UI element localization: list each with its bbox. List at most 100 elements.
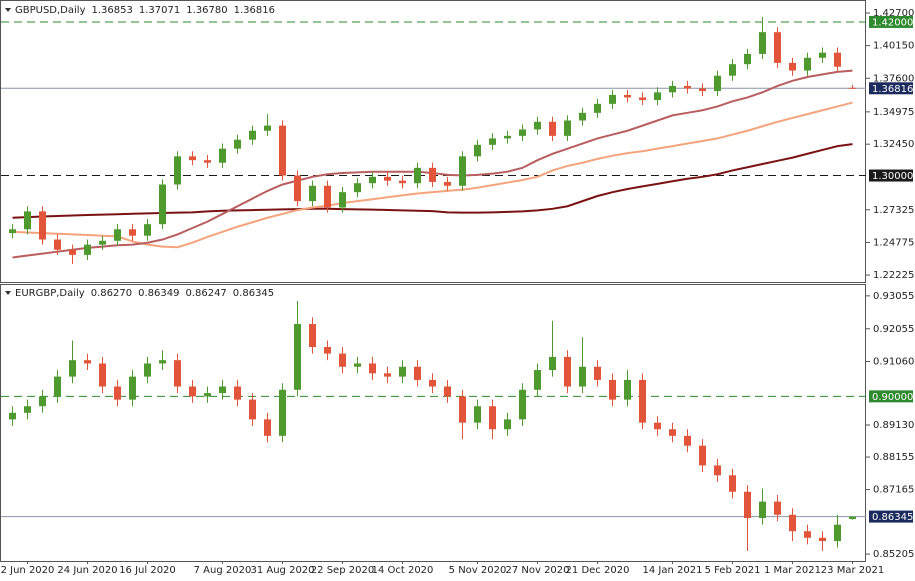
x-tick-label: 1 Mar 2021 xyxy=(764,565,821,576)
candle-body xyxy=(24,406,31,413)
x-tick-label: 31 Aug 2020 xyxy=(250,565,314,576)
candle-body xyxy=(339,353,346,367)
candle-body xyxy=(564,120,571,136)
candle-body xyxy=(54,239,61,250)
candle-body xyxy=(774,32,781,63)
candle-body xyxy=(474,406,481,423)
y-tick-label: 0.91060 xyxy=(873,356,914,367)
candle-body xyxy=(609,94,616,104)
ohlc-value: 0.86247 xyxy=(185,288,226,299)
candle-body xyxy=(99,363,106,387)
price-label-box xyxy=(869,390,913,403)
candle-body xyxy=(789,514,796,532)
candle-body xyxy=(669,429,676,436)
y-tick-label: 1.32450 xyxy=(873,139,914,150)
candle-body xyxy=(504,419,511,430)
candle-body xyxy=(579,112,586,121)
y-tick-label: 0.85205 xyxy=(873,549,914,560)
candle-body xyxy=(639,379,646,423)
candle-body xyxy=(159,184,166,225)
ohlc-value: 0.86345 xyxy=(233,288,274,299)
symbol: GBPUSD,Daily xyxy=(15,5,86,16)
candle-body xyxy=(819,52,826,58)
candle-body xyxy=(504,135,511,139)
candle-body xyxy=(549,356,556,371)
x-tick-label: 2 Jun 2020 xyxy=(1,565,55,576)
candle-body xyxy=(39,396,46,407)
price-label-box xyxy=(869,510,913,523)
candle-body xyxy=(729,64,736,76)
x-tick-label: 21 Dec 2020 xyxy=(566,565,630,576)
candle-body xyxy=(834,524,841,542)
candle-body xyxy=(759,32,766,54)
x-tick-label: 23 Mar 2021 xyxy=(821,565,884,576)
y-tick-label: 0.87165 xyxy=(873,485,914,496)
candle-body xyxy=(249,130,256,140)
candle-body xyxy=(534,121,541,130)
candle-body xyxy=(339,192,346,208)
candle-body xyxy=(384,373,391,377)
candle-body xyxy=(84,244,91,255)
collapse-icon xyxy=(5,8,11,12)
ohlc-value: 0.86349 xyxy=(138,288,179,299)
candle-body xyxy=(204,393,211,397)
candle-body xyxy=(354,363,361,367)
candle-body xyxy=(249,399,256,420)
candle-body xyxy=(39,211,46,240)
moving-average xyxy=(12,143,853,219)
candle-body xyxy=(654,422,661,430)
x-tick-label: 7 Aug 2020 xyxy=(194,565,252,576)
y-tick-label: 1.27325 xyxy=(873,205,914,216)
candle-body xyxy=(819,537,826,542)
price-label: 1.36816 xyxy=(872,84,913,95)
x-tick-label: 22 Sep 2020 xyxy=(311,565,374,576)
x-tick-label: 14 Jan 2021 xyxy=(643,565,703,576)
price-label-box xyxy=(869,15,913,28)
candle-body xyxy=(429,379,436,387)
price-label: 1.30000 xyxy=(872,171,913,182)
ohlc-value: 0.86270 xyxy=(91,288,132,299)
y-tick-label: 0.92055 xyxy=(873,324,914,335)
candle-body xyxy=(519,129,526,136)
candle-body xyxy=(579,366,586,387)
candle-body xyxy=(849,87,856,89)
candle-body xyxy=(219,148,226,163)
candle-body xyxy=(174,360,181,387)
ohlc-value: 1.36853 xyxy=(92,5,133,16)
candle-body xyxy=(219,386,226,394)
candle-body xyxy=(324,347,331,354)
candle-body xyxy=(789,62,796,71)
candle-body xyxy=(54,376,61,397)
candle-body xyxy=(309,185,316,202)
price-label: 0.90000 xyxy=(872,392,913,403)
price-label: 1.42000 xyxy=(872,17,913,28)
candle-body xyxy=(564,356,571,387)
candle-body xyxy=(69,360,76,377)
candle-body xyxy=(459,396,466,423)
candle-body xyxy=(444,181,451,186)
candle-body xyxy=(294,175,301,202)
candle-body xyxy=(264,419,271,436)
candle-body xyxy=(849,516,856,520)
y-tick-label: 1.24775 xyxy=(873,237,914,248)
chart-header: EURGBP,Daily 0.86270 0.86349 0.86247 0.86345 xyxy=(15,288,274,299)
candle-body xyxy=(729,475,736,492)
candle-body xyxy=(609,379,616,400)
candle-body xyxy=(684,85,691,89)
candle-body xyxy=(144,363,151,377)
candle-body xyxy=(264,125,271,131)
candle-body xyxy=(489,406,496,430)
candle-body xyxy=(669,85,676,93)
candle-body xyxy=(429,167,436,182)
y-tick-label: 1.34975 xyxy=(873,107,914,118)
candle-body xyxy=(114,229,121,241)
candle-body xyxy=(444,386,451,397)
candle-body xyxy=(759,501,766,519)
candle-body xyxy=(489,138,496,145)
candle-body xyxy=(414,366,421,380)
candle-body xyxy=(459,156,466,186)
candle-body xyxy=(234,139,241,149)
candle-body xyxy=(384,176,391,181)
